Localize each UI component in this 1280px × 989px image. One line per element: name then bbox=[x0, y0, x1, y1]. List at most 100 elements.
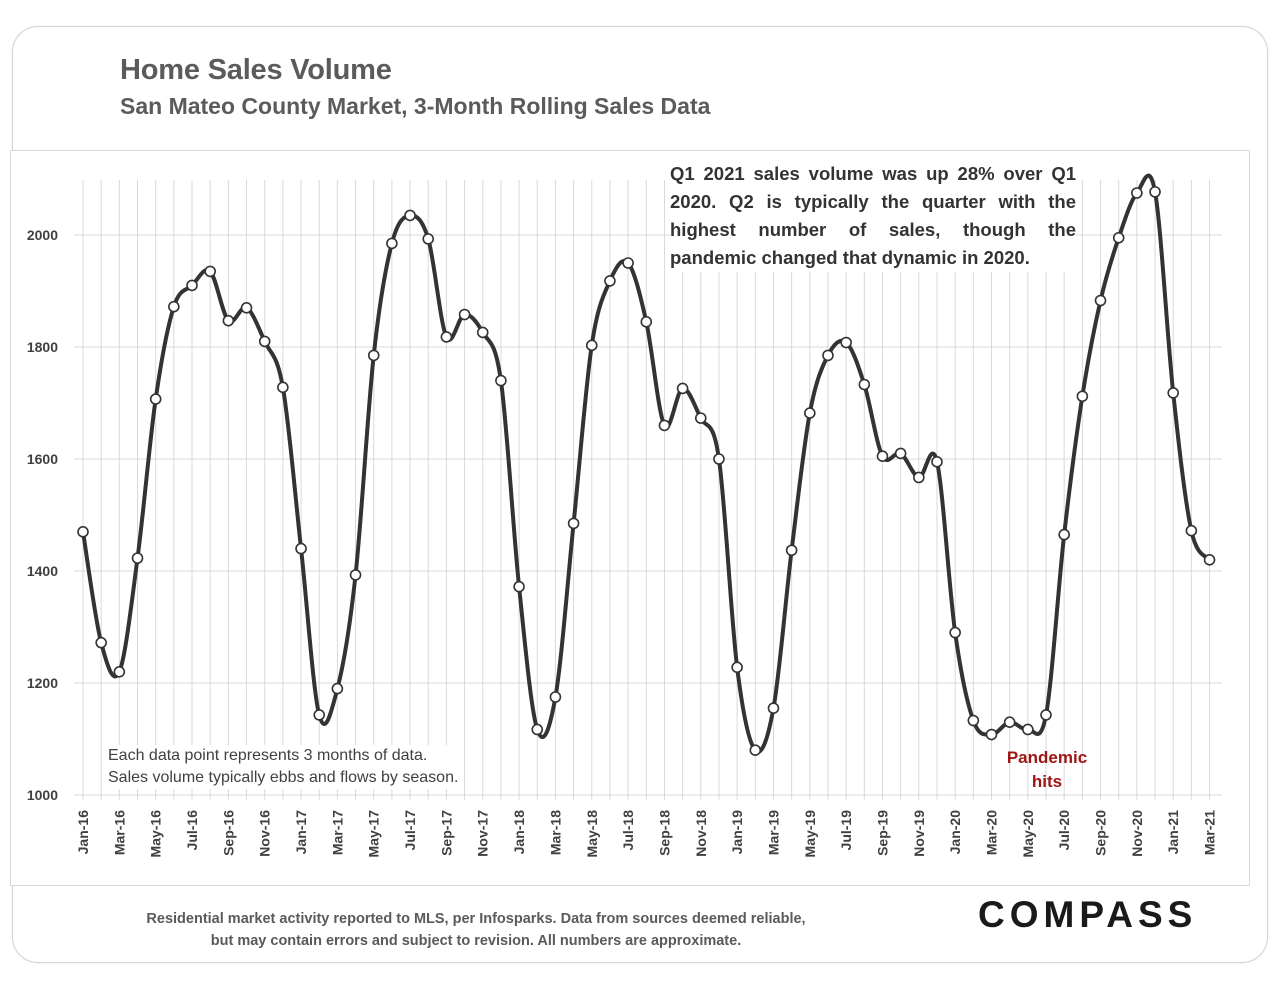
data-point-Feb-16 bbox=[95, 636, 107, 649]
y-tick-label-1600: 1600 bbox=[27, 451, 58, 467]
chart-title: Home Sales Volume bbox=[120, 54, 392, 86]
y-tick-label-1000: 1000 bbox=[27, 787, 58, 803]
data-point-Jun-20 bbox=[1040, 709, 1052, 721]
x-tick-label: Sep-17 bbox=[438, 810, 454, 856]
data-point-Jul-17 bbox=[404, 209, 416, 222]
data-point-Jul-18 bbox=[622, 257, 634, 269]
source-footnote: Residential market activity reported to … bbox=[106, 908, 846, 952]
x-tick-label: Mar-21 bbox=[1202, 810, 1218, 855]
y-tick-label-1800: 1800 bbox=[27, 339, 58, 355]
x-tick-label: Jul-20 bbox=[1056, 810, 1072, 851]
data-point-Jan-19 bbox=[731, 661, 743, 674]
x-tick-label: Jul-17 bbox=[402, 810, 418, 851]
footnote-line-1: Residential market activity reported to … bbox=[146, 911, 806, 927]
data-point-Jan-20 bbox=[949, 626, 961, 639]
data-point-Sep-19 bbox=[876, 450, 889, 463]
data-point-Nov-18 bbox=[694, 412, 707, 424]
data-point-Jul-16 bbox=[186, 279, 198, 292]
data-point-May-19 bbox=[803, 407, 816, 419]
data-point-Apr-19 bbox=[785, 544, 798, 557]
pandemic-line-2: hits bbox=[1031, 772, 1063, 791]
x-tick-label: Jan-21 bbox=[1165, 810, 1181, 855]
data-point-Mar-20 bbox=[985, 728, 998, 741]
data-point-Aug-20 bbox=[1076, 390, 1089, 403]
y-tick-label-1400: 1400 bbox=[27, 563, 58, 579]
y-tick-label-2000: 2000 bbox=[27, 227, 58, 243]
data-point-Jun-16 bbox=[168, 300, 180, 313]
x-tick-label: Mar-19 bbox=[765, 810, 781, 855]
data-point-Aug-18 bbox=[640, 315, 653, 328]
data-point-Nov-19 bbox=[913, 471, 925, 484]
data-point-May-17 bbox=[367, 349, 380, 362]
x-tick-label: Sep-16 bbox=[220, 810, 236, 856]
data-point-Dec-17 bbox=[495, 374, 507, 387]
data-point-Nov-16 bbox=[258, 335, 271, 348]
x-tick-label: Nov-20 bbox=[1129, 810, 1145, 857]
x-tick-label: Sep-18 bbox=[656, 810, 672, 856]
data-note-line-1: Each data point represents 3 months of d… bbox=[108, 747, 428, 764]
data-point-Jan-18 bbox=[513, 580, 525, 593]
x-tick-label: Sep-19 bbox=[874, 810, 890, 856]
x-tick-label: Jul-19 bbox=[838, 810, 854, 851]
data-point-Mar-16 bbox=[113, 665, 126, 678]
data-point-Aug-19 bbox=[858, 378, 871, 391]
data-note-line-2: Sales volume typically ebbs and flows by… bbox=[108, 769, 459, 786]
x-tick-label: Nov-18 bbox=[693, 810, 709, 857]
data-point-Sep-20 bbox=[1094, 294, 1107, 307]
x-tick-label: Mar-20 bbox=[984, 810, 1000, 855]
data-point-Jan-16 bbox=[77, 525, 89, 538]
x-tick-label: Jan-20 bbox=[947, 810, 963, 855]
pandemic-line-1: Pandemic bbox=[1006, 748, 1088, 767]
data-point-Feb-19 bbox=[749, 744, 762, 757]
data-point-May-18 bbox=[585, 339, 598, 352]
data-point-Oct-19 bbox=[894, 447, 907, 460]
data-point-Dec-16 bbox=[277, 381, 289, 394]
data-point-Mar-19 bbox=[767, 702, 780, 715]
data-point-Mar-17 bbox=[331, 682, 344, 695]
data-point-Feb-17 bbox=[313, 709, 326, 721]
data-point-Sep-17 bbox=[440, 331, 453, 343]
x-tick-label: May-17 bbox=[366, 810, 382, 858]
data-point-Mar-18 bbox=[549, 691, 562, 703]
data-point-Mar-21 bbox=[1203, 553, 1216, 566]
pandemic-annotation: Pandemic hits bbox=[998, 746, 1096, 794]
x-tick-label: Mar-18 bbox=[547, 810, 563, 855]
data-point-Feb-20 bbox=[967, 714, 980, 727]
x-tick-label: Jan-18 bbox=[511, 810, 527, 855]
x-tick-label: Nov-16 bbox=[257, 810, 273, 857]
x-tick-label: Mar-17 bbox=[329, 810, 345, 855]
x-tick-label: May-19 bbox=[802, 810, 818, 858]
x-tick-label: Nov-19 bbox=[911, 810, 927, 857]
data-point-Apr-18 bbox=[567, 517, 580, 530]
x-tick-label: May-16 bbox=[148, 810, 164, 858]
x-tick-label: May-20 bbox=[1020, 810, 1036, 858]
data-point-Apr-17 bbox=[349, 569, 362, 581]
data-point-May-16 bbox=[149, 393, 162, 405]
data-point-Jun-18 bbox=[604, 275, 616, 287]
data-point-Apr-16 bbox=[131, 552, 144, 564]
chart-subtitle: San Mateo County Market, 3-Month Rolling… bbox=[120, 93, 711, 119]
data-point-Feb-18 bbox=[531, 723, 544, 736]
compass-logo: COMPASS bbox=[978, 894, 1198, 935]
data-point-Dec-18 bbox=[713, 453, 725, 465]
x-tick-label: Jul-16 bbox=[184, 810, 200, 851]
data-point-Jan-21 bbox=[1167, 387, 1179, 399]
data-point-Nov-17 bbox=[476, 326, 489, 339]
data-note: Each data point represents 3 months of d… bbox=[108, 745, 459, 789]
data-point-Jul-20 bbox=[1058, 528, 1070, 541]
x-tick-label: May-18 bbox=[584, 810, 600, 858]
data-point-May-20 bbox=[1022, 723, 1034, 736]
data-point-Dec-20 bbox=[1149, 186, 1161, 198]
x-tick-label: Jul-18 bbox=[620, 810, 636, 851]
footnote-line-2: but may contain errors and subject to re… bbox=[210, 933, 742, 949]
summary-annotation: Q1 2021 sales volume was up 28% over Q1 … bbox=[670, 160, 1076, 272]
x-tick-label: Nov-17 bbox=[475, 810, 491, 857]
data-point-Jul-19 bbox=[840, 336, 852, 349]
data-point-Jan-17 bbox=[295, 542, 307, 555]
data-point-Oct-16 bbox=[240, 301, 253, 314]
data-point-Oct-17 bbox=[458, 308, 471, 321]
x-tick-label: Sep-20 bbox=[1093, 810, 1109, 856]
x-tick-label: Jan-19 bbox=[729, 810, 745, 855]
data-point-Sep-18 bbox=[658, 419, 671, 432]
